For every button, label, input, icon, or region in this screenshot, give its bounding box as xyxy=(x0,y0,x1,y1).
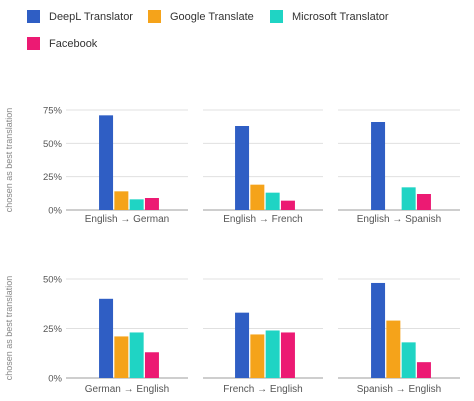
row1-y-tick-label: 50% xyxy=(43,139,63,150)
row1-y-tick-label: 75% xyxy=(43,106,63,117)
bar-row2-panel3-series4 xyxy=(416,362,431,378)
bar-row1-panel2-series1 xyxy=(235,126,250,210)
row1-panel1-label: English → German xyxy=(85,214,169,225)
legend-swatch-google xyxy=(148,10,161,23)
bar-row2-panel3-series1 xyxy=(371,282,386,378)
legend-label-google: Google Translate xyxy=(170,10,254,23)
row1-y-tick-label: 25% xyxy=(43,172,63,183)
bar-row2-panel1-series2 xyxy=(114,336,129,378)
legend-swatch-deepl xyxy=(27,10,40,23)
bar-row1-panel3-series4 xyxy=(416,194,431,210)
bar-row1-panel3-series3 xyxy=(401,187,416,210)
row2-y-tick-label: 50% xyxy=(43,275,63,286)
bar-row2-panel2-series3 xyxy=(265,330,280,378)
bar-row2-panel3-series3 xyxy=(401,342,416,378)
legend-swatch-facebook xyxy=(27,37,40,50)
bar-row1-panel1-series3 xyxy=(129,199,144,210)
legend-label-facebook: Facebook xyxy=(49,37,98,50)
legend-label-microsoft: Microsoft Translator xyxy=(292,10,389,23)
bar-row2-panel2-series4 xyxy=(280,332,295,378)
row2-y-tick-label: 0% xyxy=(48,374,62,385)
legend-item-deepl: DeepL Translator xyxy=(27,10,133,23)
bar-row2-panel1-series4 xyxy=(144,352,159,378)
bar-row2-panel2-series2 xyxy=(250,334,265,378)
row1-y-tick-label: 0% xyxy=(48,206,62,217)
legend-item-microsoft: Microsoft Translator xyxy=(270,10,389,23)
row2-y-axis-title: chosen as best translation xyxy=(4,276,14,381)
row2-y-tick-label: 25% xyxy=(43,324,63,335)
bar-row2-panel1-series1 xyxy=(99,298,114,378)
bar-row1-panel1-series4 xyxy=(144,198,159,210)
legend-swatch-microsoft xyxy=(270,10,283,23)
row2-panel2-label: French → English xyxy=(223,384,302,395)
bar-row1-panel2-series3 xyxy=(265,192,280,210)
row1-panel3-label: English → Spanish xyxy=(357,214,442,225)
legend-item-facebook: Facebook xyxy=(27,37,97,50)
legend-label-deepl: DeepL Translator xyxy=(49,10,133,23)
bar-row1-panel1-series1 xyxy=(99,115,114,210)
bar-row2-panel1-series3 xyxy=(129,332,144,378)
bar-row1-panel3-series1 xyxy=(371,122,386,210)
bar-row2-panel3-series2 xyxy=(386,320,401,378)
bar-row1-panel1-series2 xyxy=(114,191,129,210)
bar-row1-panel2-series2 xyxy=(250,184,265,210)
bar-row2-panel2-series1 xyxy=(235,312,250,378)
row1-y-axis-title: chosen as best translation xyxy=(4,108,14,213)
bar-row1-panel2-series4 xyxy=(280,200,295,210)
legend-item-google: Google Translate xyxy=(148,10,254,23)
row2-panel3-label: Spanish → English xyxy=(357,384,442,395)
chart-legend: DeepL Translator Google Translate Micros… xyxy=(0,0,474,60)
row2-panel1-label: German → English xyxy=(85,384,169,395)
row1-panel2-label: English → French xyxy=(223,214,302,225)
